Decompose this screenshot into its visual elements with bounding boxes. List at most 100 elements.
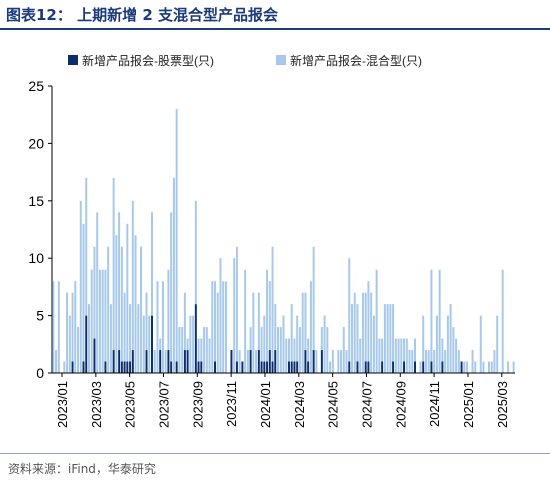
bar-mixed bbox=[435, 315, 438, 373]
bar-mixed bbox=[408, 350, 411, 373]
bar-stock bbox=[118, 350, 121, 373]
bar-mixed bbox=[178, 327, 181, 373]
bar-stock bbox=[170, 361, 173, 373]
bar-stock bbox=[257, 350, 260, 373]
bar-mixed bbox=[151, 212, 153, 316]
bar-mixed bbox=[446, 315, 449, 373]
bar-mixed bbox=[123, 292, 126, 362]
bar-mixed bbox=[104, 269, 107, 362]
bar-mixed bbox=[214, 281, 216, 362]
bar-mixed bbox=[186, 338, 189, 351]
bar-mixed bbox=[372, 315, 375, 373]
x-tick-label: 2025/03 bbox=[495, 381, 510, 428]
bar-stock bbox=[123, 361, 126, 373]
y-tick-label: 0 bbox=[36, 365, 44, 381]
bar-mixed bbox=[512, 361, 515, 373]
bar-stock bbox=[271, 361, 274, 373]
bar-mixed bbox=[252, 292, 255, 373]
bar-stock bbox=[131, 350, 134, 373]
x-tick-label: 2023/07 bbox=[157, 381, 172, 428]
bar-mixed bbox=[142, 315, 145, 373]
bar-stock bbox=[175, 361, 178, 373]
bar-mixed bbox=[285, 338, 288, 373]
bar-mixed bbox=[282, 315, 285, 373]
bar-stock bbox=[422, 361, 425, 373]
bar-mixed bbox=[482, 361, 485, 373]
legend-label-mixed: 新增产品报会-混合型(只) bbox=[290, 53, 422, 68]
bar-stock bbox=[85, 315, 88, 373]
x-tick-label: 2024/01 bbox=[258, 381, 273, 428]
bar-mixed bbox=[353, 292, 356, 373]
bar-mixed bbox=[479, 315, 482, 373]
bar-mixed bbox=[205, 327, 208, 373]
bar-mixed bbox=[271, 246, 274, 362]
bar-mixed bbox=[438, 269, 441, 373]
bars-group bbox=[52, 108, 515, 373]
bar-mixed bbox=[298, 327, 301, 373]
bar-mixed bbox=[397, 338, 400, 373]
bar-mixed bbox=[403, 338, 406, 362]
bar-mixed bbox=[211, 281, 214, 373]
bar-mixed bbox=[244, 269, 247, 373]
bar-stock bbox=[241, 361, 244, 373]
bar-mixed bbox=[88, 304, 90, 373]
bar-mixed bbox=[159, 338, 162, 351]
bar-stock bbox=[414, 361, 416, 373]
bar-mixed bbox=[290, 304, 293, 362]
bar-mixed bbox=[71, 292, 74, 362]
bar-stock bbox=[364, 361, 367, 373]
bar-mixed bbox=[74, 281, 77, 373]
bar-mixed bbox=[441, 338, 444, 362]
bar-mixed bbox=[433, 350, 436, 373]
bar-mixed bbox=[216, 292, 219, 373]
bar-stock bbox=[287, 361, 290, 373]
bar-stock bbox=[296, 361, 299, 373]
bar-stock bbox=[392, 361, 395, 373]
bar-mixed bbox=[85, 177, 88, 316]
bar-stock bbox=[293, 361, 296, 373]
bar-mixed bbox=[474, 361, 477, 373]
bar-stock bbox=[430, 361, 433, 373]
bar-mixed bbox=[427, 350, 430, 373]
bar-mixed bbox=[392, 304, 395, 362]
bar-mixed bbox=[345, 350, 348, 373]
bar-mixed bbox=[93, 246, 96, 339]
bar-mixed bbox=[414, 338, 416, 362]
bar-mixed bbox=[189, 315, 192, 373]
bar-mixed bbox=[235, 246, 238, 362]
bar-stock bbox=[200, 361, 203, 373]
bar-mixed bbox=[145, 292, 148, 351]
bar-mixed bbox=[312, 246, 315, 351]
bar-mixed bbox=[386, 304, 389, 373]
bar-mixed bbox=[268, 281, 271, 351]
bar-stock bbox=[441, 361, 444, 373]
bar-mixed bbox=[452, 327, 455, 373]
bar-mixed bbox=[137, 304, 140, 373]
bar-mixed bbox=[107, 246, 110, 373]
bar-mixed bbox=[96, 212, 99, 373]
bar-mixed bbox=[203, 327, 206, 373]
bar-mixed bbox=[90, 269, 93, 373]
bar-mixed bbox=[219, 258, 222, 373]
bar-stock bbox=[183, 350, 186, 373]
bar-mixed bbox=[457, 350, 460, 373]
bar-mixed bbox=[129, 304, 132, 362]
bar-mixed bbox=[340, 350, 343, 373]
bar-stock bbox=[268, 350, 271, 373]
bar-mixed bbox=[148, 315, 151, 373]
stacked-bar-chart: 新增产品报会-股票型(只) 新增产品报会-混合型(只) 0 5 10 15 20 25 2… bbox=[28, 53, 515, 428]
bar-stock bbox=[230, 350, 233, 373]
bar-mixed bbox=[170, 212, 173, 362]
y-tick-label: 15 bbox=[28, 193, 44, 209]
bar-mixed bbox=[293, 338, 296, 362]
bar-stock bbox=[249, 350, 252, 373]
bar-mixed bbox=[246, 350, 249, 373]
bar-mixed bbox=[263, 315, 266, 362]
bar-mixed bbox=[257, 292, 260, 351]
bar-mixed bbox=[98, 269, 101, 373]
bar-mixed bbox=[400, 338, 403, 373]
x-axis: 2023/01 2023/03 2023/05 2023/07 2023/09 2023/… bbox=[52, 372, 515, 428]
bar-mixed bbox=[411, 350, 414, 373]
bar-mixed bbox=[200, 338, 203, 362]
bar-mixed bbox=[493, 350, 496, 373]
